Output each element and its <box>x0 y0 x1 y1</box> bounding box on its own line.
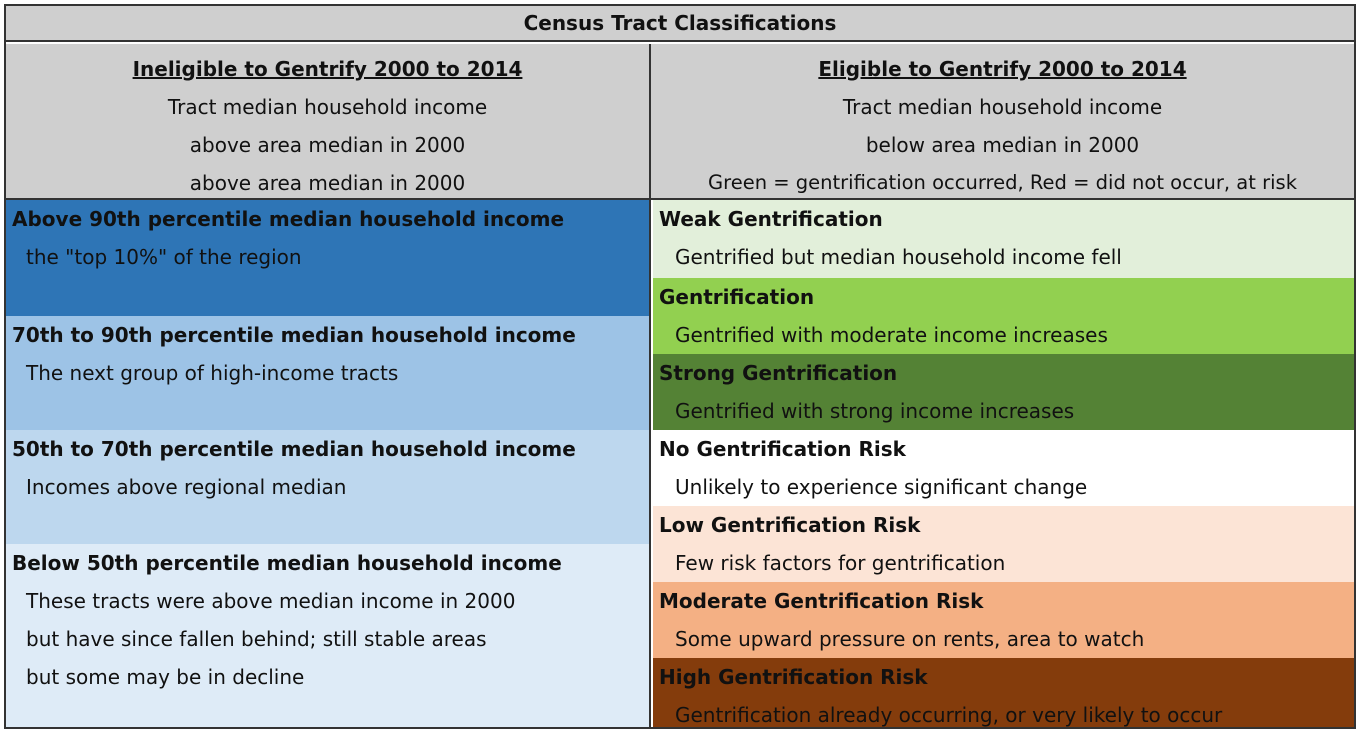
row-desc: Incomes above regional median <box>26 475 347 499</box>
row-title: Gentrification <box>659 285 815 309</box>
eligible-row-low-risk: Low Gentrification Risk Few risk factors… <box>653 506 1354 582</box>
row-desc: Gentrified with moderate income increase… <box>675 323 1108 347</box>
ineligible-line-3: above area median in 2000 <box>189 171 466 195</box>
row-title: Strong Gentrification <box>659 361 898 385</box>
row-desc: Gentrification already occurring, or ver… <box>675 703 1223 727</box>
ineligible-header: Ineligible to Gentrify 2000 to 2014 Trac… <box>6 44 651 200</box>
row-title: 70th to 90th percentile median household… <box>12 323 576 347</box>
row-title: High Gentrification Risk <box>659 665 928 689</box>
eligible-row-no-risk: No Gentrification Risk Unlikely to exper… <box>653 430 1354 506</box>
eligible-line-1: Tract median household income <box>842 95 1163 119</box>
row-desc: Gentrified but median household income f… <box>675 245 1122 269</box>
ineligible-line-1: Tract median household income <box>167 95 488 119</box>
eligible-row-high-risk: High Gentrification Risk Gentrification … <box>653 658 1354 727</box>
row-title: Above 90th percentile median household i… <box>12 207 565 231</box>
eligible-line-2: below area median in 2000 <box>865 133 1140 157</box>
row-desc: Few risk factors for gentrification <box>675 551 1006 575</box>
eligible-row-gentrification: Gentrification Gentrified with moderate … <box>653 278 1354 354</box>
table-title: Census Tract Classifications <box>6 6 1354 42</box>
row-desc-line-2: but have since fallen behind; still stab… <box>26 627 487 651</box>
row-desc: the "top 10%" of the region <box>26 245 302 269</box>
row-desc: Unlikely to experience significant chang… <box>675 475 1088 499</box>
eligible-heading: Eligible to Gentrify 2000 to 2014 <box>818 57 1187 81</box>
row-desc: Some upward pressure on rents, area to w… <box>675 627 1145 651</box>
row-title: Moderate Gentrification Risk <box>659 589 984 613</box>
eligible-row-strong-gentrification: Strong Gentrification Gentrified with st… <box>653 354 1354 430</box>
classification-table: Census Tract Classifications Ineligible … <box>4 4 1356 729</box>
ineligible-line-2: above area median in 2000 <box>189 133 466 157</box>
row-title: No Gentrification Risk <box>659 437 906 461</box>
eligible-header: Eligible to Gentrify 2000 to 2014 Tract … <box>651 44 1354 200</box>
ineligible-heading: Ineligible to Gentrify 2000 to 2014 <box>132 57 523 81</box>
row-desc: Gentrified with strong income increases <box>675 399 1075 423</box>
ineligible-row-70-90: 70th to 90th percentile median household… <box>6 316 651 430</box>
row-desc-line-3: but some may be in decline <box>26 665 305 689</box>
row-title: Weak Gentrification <box>659 207 883 231</box>
row-title: 50th to 70th percentile median household… <box>12 437 576 461</box>
eligible-line-3: Green = gentrification occurred, Red = d… <box>708 171 1297 194</box>
eligible-row-moderate-risk: Moderate Gentrification Risk Some upward… <box>653 582 1354 658</box>
row-desc: The next group of high-income tracts <box>26 361 399 385</box>
eligible-row-weak-gentrification: Weak Gentrification Gentrified but media… <box>653 200 1354 278</box>
ineligible-row-below-50: Below 50th percentile median household i… <box>6 544 651 727</box>
row-title: Low Gentrification Risk <box>659 513 921 537</box>
ineligible-row-top-10: Above 90th percentile median household i… <box>6 200 651 316</box>
row-title: Below 50th percentile median household i… <box>12 551 562 575</box>
row-desc-line-1: These tracts were above median income in… <box>26 589 516 613</box>
ineligible-row-50-70: 50th to 70th percentile median household… <box>6 430 651 544</box>
